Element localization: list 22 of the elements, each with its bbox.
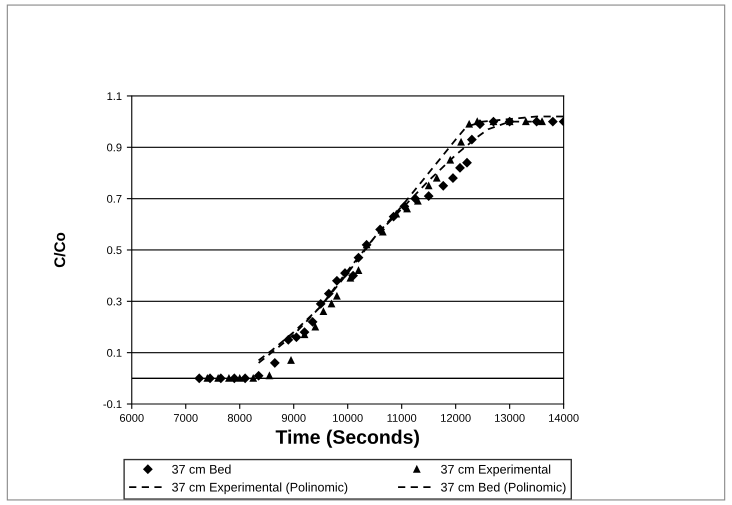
x-axis-title: Time (Seconds) xyxy=(276,430,419,448)
x-tick-label: 7000 xyxy=(174,414,198,422)
y-tick-label: 0.9 xyxy=(107,144,122,152)
x-tick-label: 11000 xyxy=(387,414,416,422)
y-tick-label: 0.1 xyxy=(107,348,122,357)
x-tick-label: 14000 xyxy=(549,414,579,422)
y-tick-label: 0.3 xyxy=(107,298,122,306)
legend-label: 37 cm Experimental (Polinomic) xyxy=(172,482,348,494)
y-tick-label: -0.1 xyxy=(103,400,122,408)
legend-label: 37 cm Bed xyxy=(172,464,231,474)
x-tick-label: 10000 xyxy=(333,414,363,422)
y-tick-label: 0.5 xyxy=(107,246,122,254)
x-tick-label: 12000 xyxy=(441,414,471,422)
x-tick-label: 9000 xyxy=(282,414,306,422)
x-tick-label: 6000 xyxy=(120,414,144,422)
legend-label: 37 cm Bed (Polinomic) xyxy=(441,482,566,494)
x-tick-label: 13000 xyxy=(495,414,525,422)
legend-label: 37 cm Experimental xyxy=(441,464,550,476)
y-tick-label: 1.1 xyxy=(107,92,122,100)
y-tick-label: 0.7 xyxy=(107,194,122,203)
y-axis-title: C/Co xyxy=(54,232,66,268)
x-tick-label: 8000 xyxy=(228,414,252,422)
